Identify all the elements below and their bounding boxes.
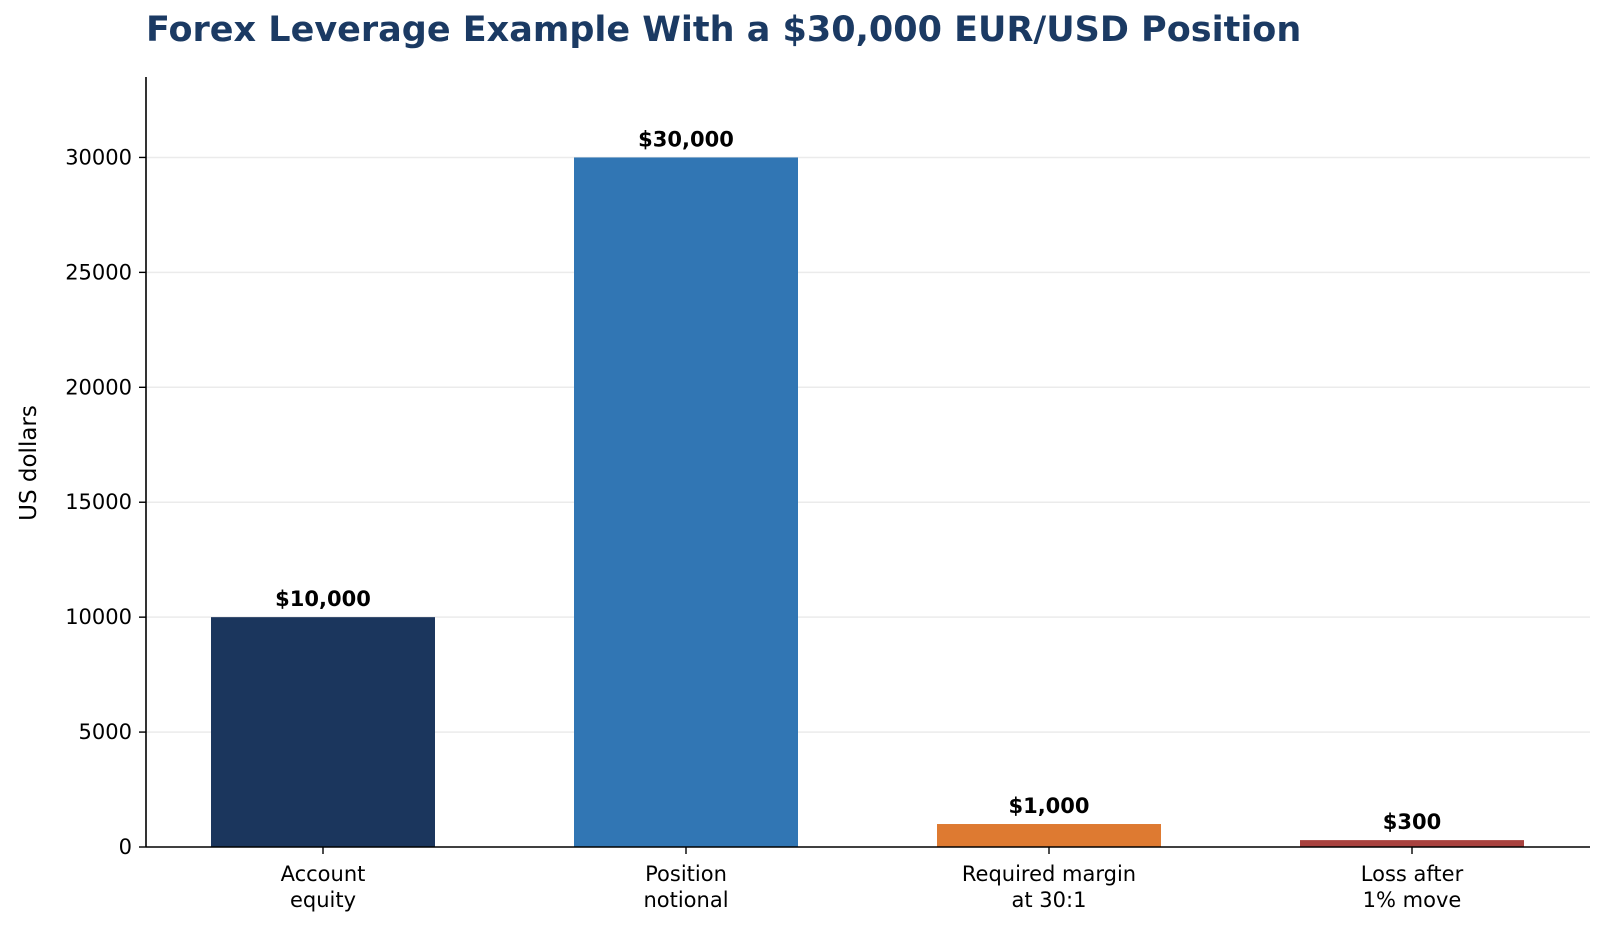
data-label: $300 [1383, 810, 1441, 834]
data-label: $10,000 [275, 587, 371, 611]
data-labels: $10,000 $30,000 $1,000 $300 [275, 127, 1441, 834]
x-tick-label: Account [281, 862, 366, 886]
y-tick-label: 0 [119, 835, 132, 859]
bar [574, 157, 798, 847]
y-tick-label: 25000 [65, 260, 132, 284]
x-tick-label: notional [643, 888, 728, 912]
x-tick-label: equity [290, 888, 356, 912]
data-label: $1,000 [1008, 794, 1089, 818]
data-label: $30,000 [638, 127, 734, 151]
y-tick-label: 20000 [65, 375, 132, 399]
axes [145, 77, 1590, 848]
bars [211, 157, 1524, 847]
x-tick-label: at 30:1 [1012, 888, 1087, 912]
x-tick-label: Loss after [1361, 862, 1464, 886]
x-tick-label: Position [645, 862, 727, 886]
bar [1300, 840, 1524, 847]
chart-title: Forex Leverage Example With a $30,000 EU… [146, 10, 1302, 50]
y-tick-label: 5000 [79, 720, 132, 744]
y-tick-label: 10000 [65, 605, 132, 629]
y-tick-label: 30000 [65, 145, 132, 169]
bar [937, 824, 1161, 847]
bar [211, 617, 435, 847]
y-axis-title: US dollars [16, 405, 42, 521]
x-tick-label: Required margin [962, 862, 1136, 886]
y-tick-label: 15000 [65, 490, 132, 514]
x-tick-label: 1% move [1363, 888, 1462, 912]
y-ticks: 0 5000 10000 15000 20000 25000 30000 [65, 145, 146, 859]
